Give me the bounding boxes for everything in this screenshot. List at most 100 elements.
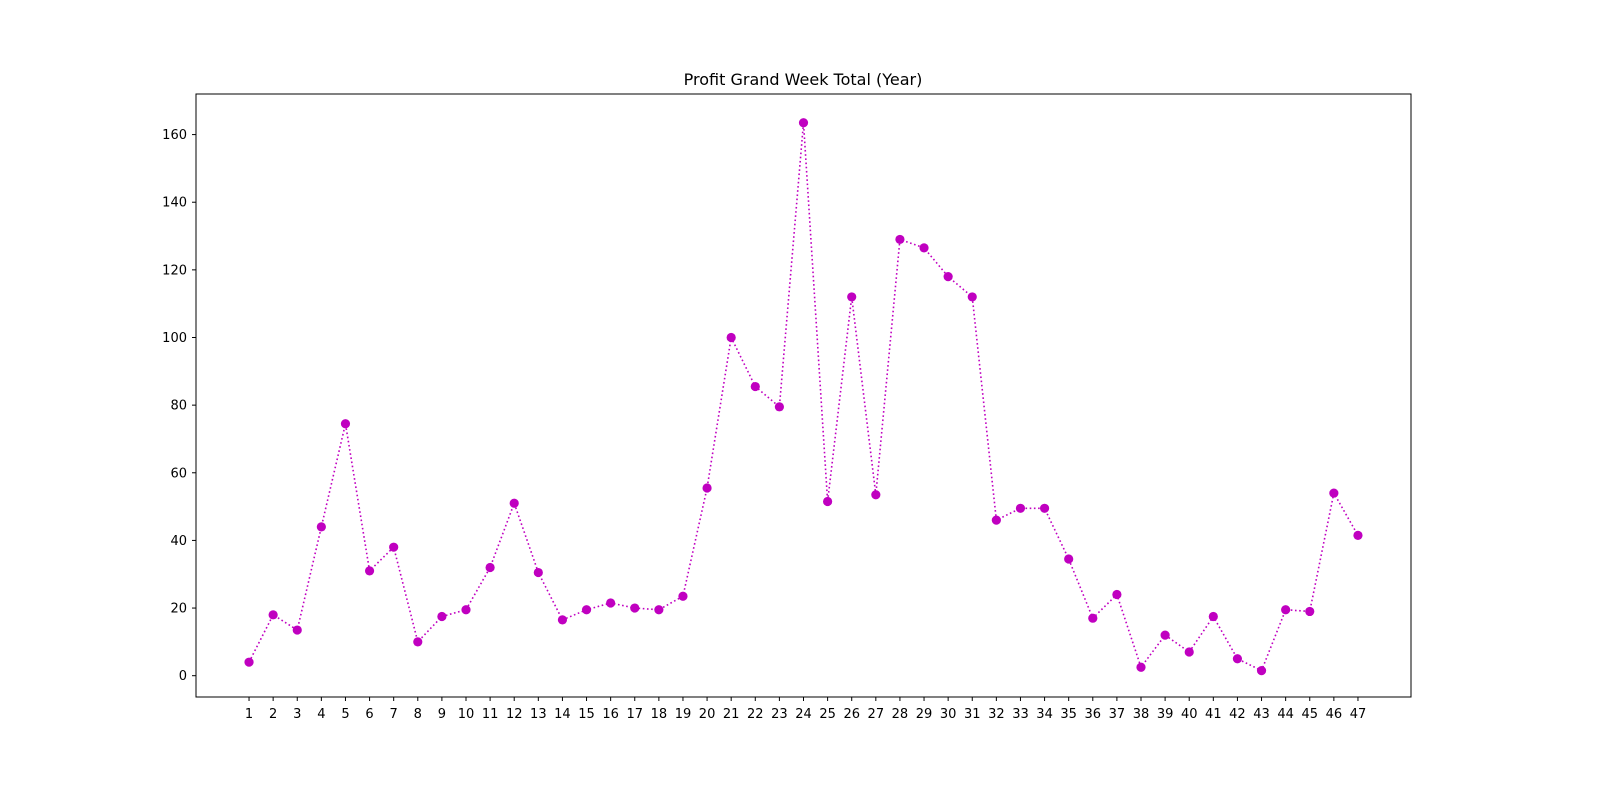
data-point (871, 490, 881, 500)
x-tick-label: 37 (1109, 707, 1126, 722)
x-tick-label: 15 (578, 707, 595, 722)
x-axis: 1 2 3 4 5 6 7 8 9 10 11 12 13 14 15 16 17 18 19 20 21 22 23 24 2… (245, 697, 1366, 722)
data-point (1353, 530, 1363, 540)
x-tick-label: 43 (1253, 707, 1270, 722)
x-tick-label: 1 (245, 707, 253, 722)
data-point (268, 610, 278, 620)
data-point (943, 272, 953, 282)
data-point (244, 657, 254, 667)
y-tick-label: 80 (170, 399, 187, 414)
x-tick-label: 47 (1350, 707, 1367, 722)
data-point (533, 567, 543, 578)
data-point (823, 496, 833, 507)
data-point (437, 611, 447, 622)
data-point (606, 598, 616, 608)
y-tick-label: 0 (179, 669, 187, 684)
x-tick-label: 5 (341, 707, 349, 722)
x-tick-label: 8 (414, 707, 422, 722)
x-tick-label: 23 (771, 707, 788, 722)
data-point (919, 243, 929, 253)
x-tick-label: 34 (1036, 707, 1053, 722)
data-point (1015, 503, 1026, 513)
data-point (750, 381, 760, 392)
x-tick-label: 9 (438, 707, 446, 722)
y-tick-label: 20 (170, 602, 187, 617)
data-point (1281, 605, 1291, 615)
y-tick-label: 60 (170, 466, 187, 481)
series-line (248, 122, 1359, 672)
x-tick-label: 28 (892, 707, 909, 722)
x-tick-label: 10 (458, 707, 475, 722)
x-tick-label: 36 (1085, 707, 1102, 722)
data-point (1112, 589, 1122, 600)
data-point (726, 332, 736, 343)
data-point (557, 615, 568, 625)
data-point (654, 605, 664, 615)
data-point (364, 566, 375, 576)
data-point (581, 605, 592, 615)
x-tick-label: 13 (530, 707, 547, 722)
x-tick-label: 20 (699, 707, 716, 722)
x-tick-label: 29 (916, 707, 933, 722)
data-point (1064, 554, 1074, 564)
data-point (340, 419, 351, 429)
x-tick-label: 46 (1326, 707, 1343, 722)
x-tick-label: 19 (675, 707, 692, 722)
x-tick-label: 27 (868, 707, 885, 722)
data-point (798, 118, 809, 128)
data-point (774, 402, 784, 412)
y-tick-label: 100 (162, 331, 187, 346)
data-point (509, 498, 519, 508)
y-axis: 0 20 40 60 80 100 120 140 160 (162, 128, 196, 684)
x-tick-label: 45 (1301, 707, 1318, 722)
data-point (1088, 613, 1098, 623)
x-tick-label: 42 (1229, 707, 1246, 722)
data-point (413, 637, 423, 647)
x-tick-label: 35 (1060, 707, 1077, 722)
x-tick-label: 22 (747, 707, 764, 722)
x-tick-label: 44 (1277, 707, 1294, 722)
x-tick-label: 26 (843, 707, 860, 722)
x-tick-label: 12 (506, 707, 523, 722)
x-tick-label: 40 (1181, 707, 1198, 722)
data-point (389, 542, 399, 552)
x-tick-label: 17 (626, 707, 643, 722)
data-point (1160, 630, 1170, 640)
data-point (967, 292, 977, 302)
data-point (1208, 611, 1218, 622)
x-tick-label: 4 (317, 707, 325, 722)
x-tick-label: 18 (651, 707, 668, 722)
x-tick-label: 32 (988, 707, 1005, 722)
y-tick-label: 40 (170, 534, 187, 549)
data-point (485, 562, 495, 573)
data-point (678, 591, 688, 601)
data-point (991, 515, 1001, 525)
data-point (1039, 503, 1050, 513)
x-tick-label: 2 (269, 707, 277, 722)
data-point (1256, 666, 1267, 676)
x-tick-label: 30 (940, 707, 957, 722)
data-point (1329, 488, 1339, 498)
data-point (1305, 606, 1315, 617)
data-point (847, 292, 857, 302)
x-tick-label: 24 (795, 707, 812, 722)
x-tick-label: 31 (964, 707, 981, 722)
x-tick-label: 25 (819, 707, 836, 722)
x-tick-label: 21 (723, 707, 740, 722)
data-point (1136, 662, 1146, 672)
data-point (292, 625, 302, 635)
chart-title: Profit Grand Week Total (Year) (684, 70, 923, 89)
x-tick-label: 6 (365, 707, 373, 722)
x-tick-label: 3 (293, 707, 301, 722)
x-tick-label: 14 (554, 707, 571, 722)
plot-area-frame (195, 93, 1412, 698)
data-point (895, 234, 905, 245)
y-tick-label: 120 (162, 263, 187, 278)
data-point (1232, 654, 1243, 664)
x-tick-label: 7 (390, 707, 398, 722)
data-point (316, 522, 326, 532)
x-tick-label: 33 (1012, 707, 1029, 722)
y-tick-label: 160 (162, 128, 187, 143)
